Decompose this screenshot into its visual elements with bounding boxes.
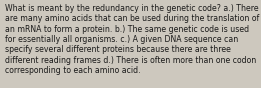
Text: specify several different proteins because there are three: specify several different proteins becau… xyxy=(5,45,230,54)
Text: for essentially all organisms. c.) A given DNA sequence can: for essentially all organisms. c.) A giv… xyxy=(5,35,238,44)
Text: corresponding to each amino acid.: corresponding to each amino acid. xyxy=(5,66,140,75)
Text: different reading frames d.) There is often more than one codon: different reading frames d.) There is of… xyxy=(5,56,256,65)
Text: are many amino acids that can be used during the translation of: are many amino acids that can be used du… xyxy=(5,14,259,23)
Text: an mRNA to form a protein. b.) The same genetic code is used: an mRNA to form a protein. b.) The same … xyxy=(5,25,249,34)
Text: What is meant by the redundancy in the genetic code? a.) There: What is meant by the redundancy in the g… xyxy=(5,4,258,13)
